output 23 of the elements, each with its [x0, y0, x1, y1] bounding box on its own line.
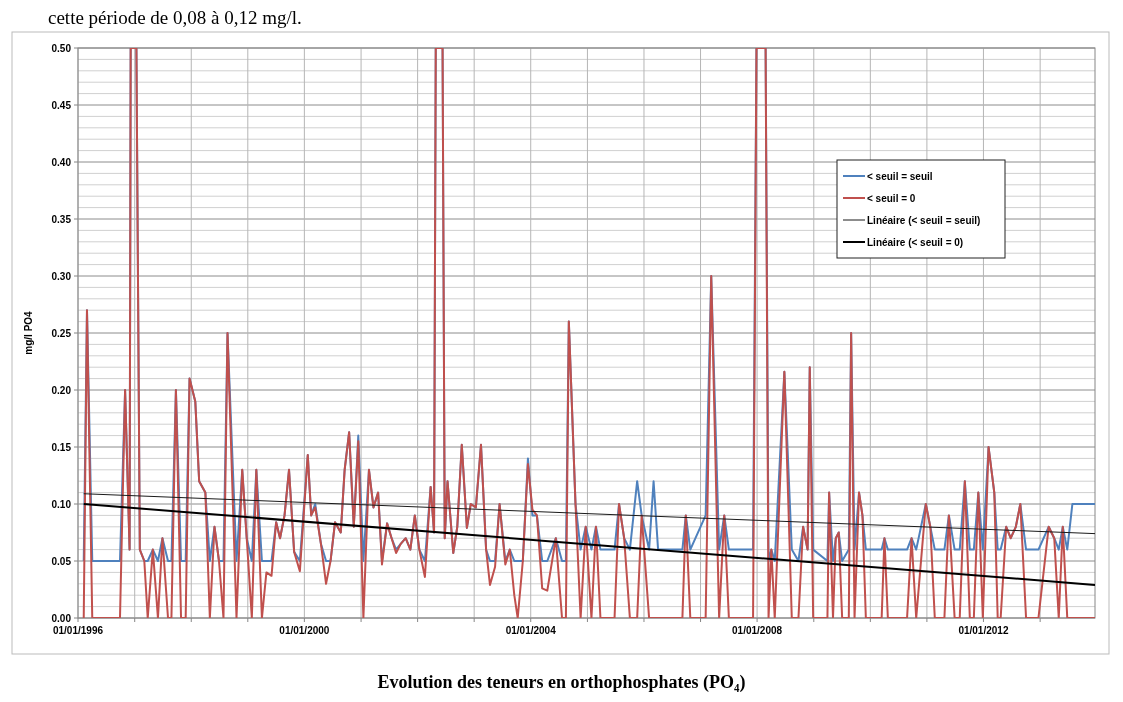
- text: cette période de 0,08 à 0,12 mg/l.: [48, 7, 302, 28]
- y-tick-label: 0.40: [51, 156, 72, 168]
- x-tick-label: 01/01/2012: [958, 625, 1009, 636]
- y-tick-label: 0.30: [51, 270, 72, 282]
- y-tick-label: 0.25: [51, 327, 72, 339]
- legend-label: < seuil = 0: [867, 192, 916, 204]
- y-tick-label: 0.20: [51, 384, 72, 396]
- y-tick-label: 0.35: [51, 213, 72, 225]
- x-tick-label: 01/01/2008: [732, 625, 783, 636]
- legend-label: Linéaire (< seuil = 0): [867, 236, 964, 248]
- text: Evolution des teneurs en orthophosphates (PO₄): [377, 672, 746, 693]
- y-tick-label: 0.00: [51, 612, 72, 624]
- y-tick-label: 0.05: [51, 555, 72, 567]
- y-tick-label: 0.45: [51, 99, 72, 111]
- y-axis-title: mg/l PO4: [23, 310, 34, 355]
- legend-label: Linéaire (< seuil = seuil): [867, 214, 981, 226]
- y-tick-label: 0.15: [51, 441, 72, 453]
- x-tick-label: 01/01/1996: [52, 625, 104, 636]
- legend-label: < seuil = seuil: [867, 170, 933, 182]
- x-tick-label: 01/01/2004: [505, 625, 557, 636]
- y-tick-label: 0.50: [51, 42, 72, 54]
- x-tick-label: 01/01/2000: [279, 625, 330, 636]
- y-tick-label: 0.10: [51, 498, 72, 510]
